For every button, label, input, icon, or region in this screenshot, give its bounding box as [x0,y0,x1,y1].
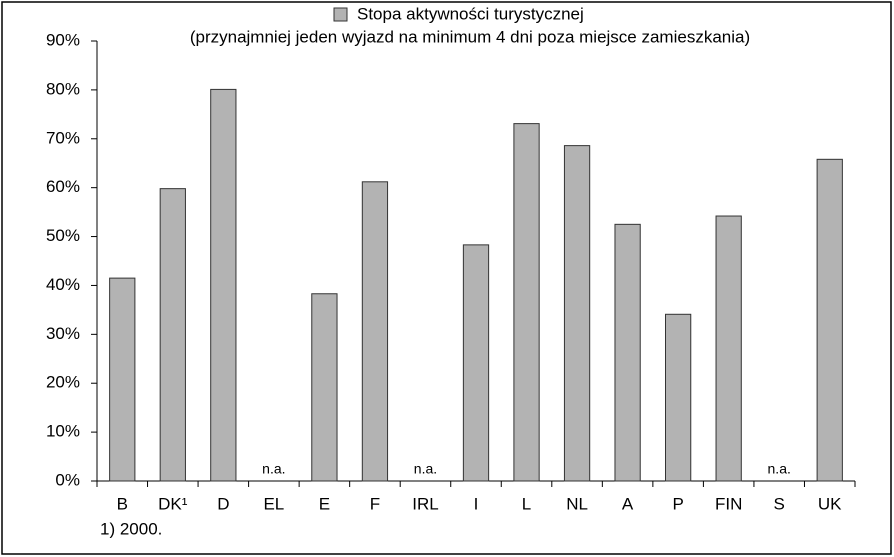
x-tick-label: DK¹ [158,494,188,513]
y-tick-label: 40% [46,275,80,294]
y-tick-label: 70% [46,128,80,147]
x-tick-label: F [370,494,380,513]
y-tick-label: 0% [55,470,80,489]
bar [614,223,641,482]
bar [513,123,540,482]
x-tick-label: IRL [412,494,438,513]
footnote: 1) 2000. [100,519,162,538]
y-tick-label: 50% [46,226,80,245]
x-tick-label: I [474,494,479,513]
y-tick-label: 20% [46,373,80,392]
value-label: n.a. [768,461,791,477]
x-tick-label: B [117,494,128,513]
value-label: n.a. [414,461,437,477]
value-label: n.a. [262,461,285,477]
bar [109,277,136,482]
bar [462,244,490,482]
y-tick-label: 80% [46,79,80,98]
legend-swatch [333,7,348,22]
bar [159,188,186,482]
legend-label: (przynajmniej jeden wyjazd na minimum 4 … [190,27,750,46]
x-tick-label: L [522,494,531,513]
y-tick-label: 30% [46,324,80,343]
x-tick-label: EL [263,494,284,513]
x-tick-label: P [672,494,683,513]
x-tick-label: UK [818,494,842,513]
y-tick-label: 10% [46,422,80,441]
bar [715,215,742,482]
legend-label: Stopa aktywności turystycznej [357,4,584,23]
x-tick-label: NL [566,494,588,513]
x-tick-label: FIN [715,494,742,513]
bar [361,181,389,482]
x-tick-label: D [217,494,229,513]
bar [311,293,338,482]
bar [563,145,591,482]
x-tick-label: S [774,494,785,513]
x-tick-label: E [319,494,330,513]
bar [210,88,237,482]
x-tick-label: A [622,494,634,513]
y-tick-label: 60% [46,177,80,196]
bar [816,158,843,482]
bar [665,313,692,482]
y-tick-label: 90% [46,30,80,49]
